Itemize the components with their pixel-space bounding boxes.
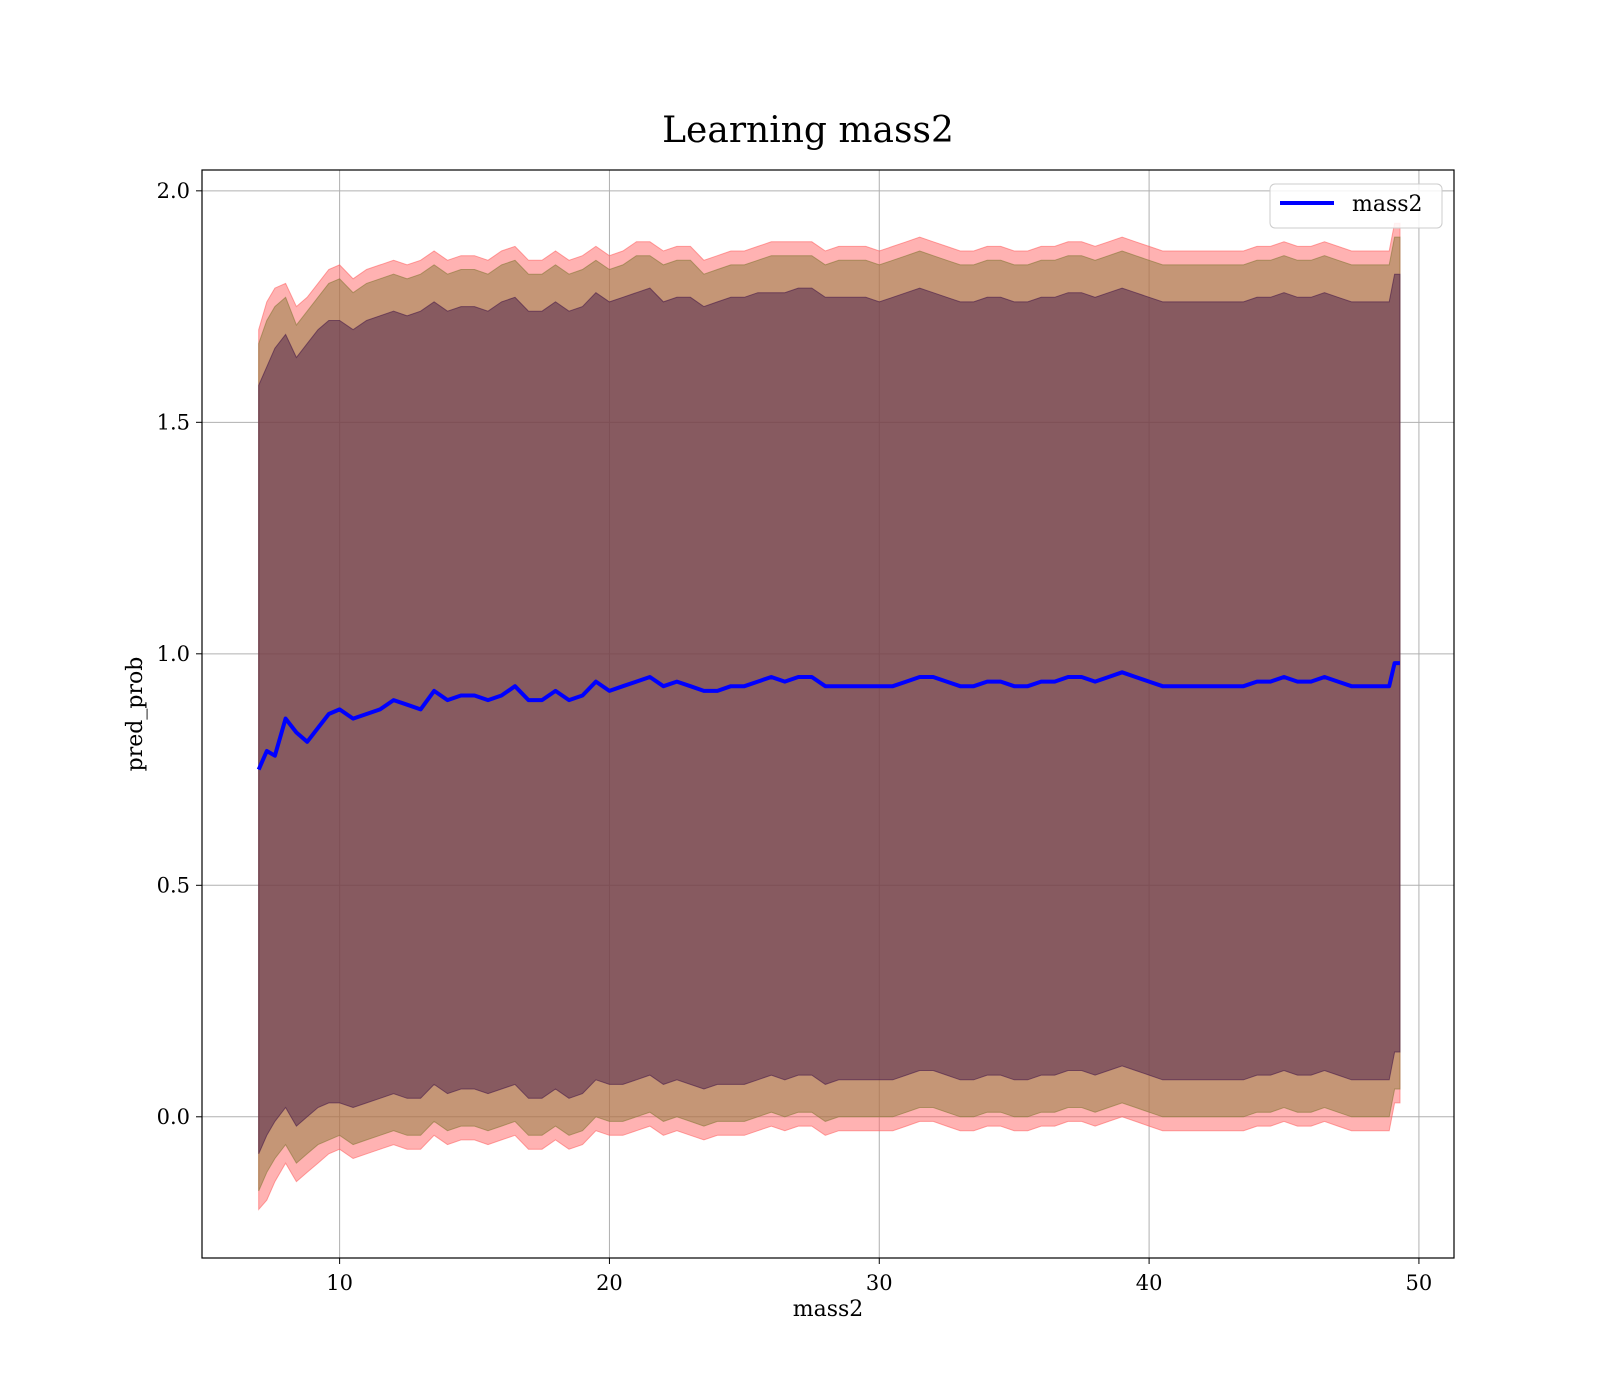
y-axis-label: pred_prob xyxy=(123,657,148,772)
y-tick-label: 2.0 xyxy=(157,179,190,203)
x-tick-label: 50 xyxy=(1406,1271,1433,1295)
band-layer xyxy=(258,222,1401,1211)
series-line-mass2 xyxy=(256,661,1400,771)
legend: mass2 xyxy=(1269,183,1443,229)
x-tick-label: 10 xyxy=(326,1271,353,1295)
tick-layer: 10 20 30 40 50 0.0 0.5 1.0 1.5 2.0 xyxy=(157,179,1433,1295)
x-tick-label: 40 xyxy=(1136,1271,1163,1295)
legend-entry-mass2: mass2 xyxy=(1352,192,1423,217)
plot-frame xyxy=(201,169,1455,1259)
band-inner xyxy=(258,273,1401,1155)
chart-title: Learning mass2 xyxy=(662,110,954,151)
legend-box xyxy=(1269,183,1443,229)
x-axis-label: mass2 xyxy=(793,1297,864,1322)
line-layer xyxy=(256,661,1400,771)
y-tick-label: 0.5 xyxy=(157,873,190,897)
y-tick-label: 1.5 xyxy=(157,410,190,434)
x-tick-label: 20 xyxy=(596,1271,623,1295)
y-tick-label: 0.0 xyxy=(157,1105,190,1129)
y-tick-label: 1.0 xyxy=(157,642,190,666)
x-tick-label: 30 xyxy=(866,1271,893,1295)
